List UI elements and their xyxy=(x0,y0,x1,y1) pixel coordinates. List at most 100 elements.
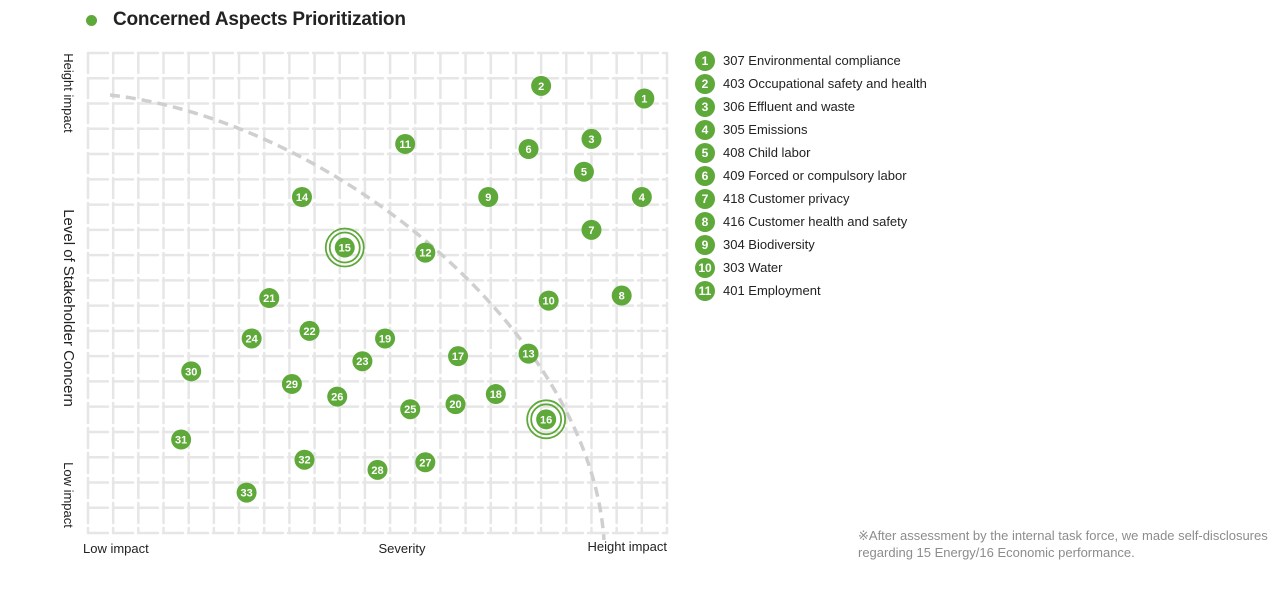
legend-number-badge: 4 xyxy=(695,119,715,140)
point-marker xyxy=(634,88,655,109)
point-label: 10 xyxy=(543,296,555,308)
point-label: 14 xyxy=(296,192,309,204)
y-tick-high: Height impact xyxy=(61,53,76,133)
data-point-14: 14 xyxy=(291,187,312,207)
point-label: 17 xyxy=(452,351,464,363)
point-marker xyxy=(294,449,315,470)
point-marker xyxy=(334,237,355,258)
data-point-26: 26 xyxy=(327,386,348,407)
legend-number-badge: 2 xyxy=(695,73,715,94)
point-marker xyxy=(478,187,499,207)
point-label: 4 xyxy=(639,192,646,204)
prioritization-matrix: Low impact Severity Height impact Height… xyxy=(60,51,669,556)
chart-title: Concerned Aspects Prioritization xyxy=(113,9,406,30)
point-marker xyxy=(259,288,280,309)
point-marker xyxy=(445,394,466,415)
point-marker xyxy=(538,290,559,311)
data-point-11: 11 xyxy=(395,133,416,154)
legend-number-badge: 8 xyxy=(695,211,715,232)
legend-item: 3 306 Effluent and waste xyxy=(695,95,927,118)
data-point-21: 21 xyxy=(259,288,280,309)
data-point-12: 12 xyxy=(415,242,436,263)
legend-item: 7 418 Customer privacy xyxy=(695,187,927,210)
point-label: 1 xyxy=(641,93,647,105)
highlight-ring xyxy=(530,403,563,436)
data-point-27: 27 xyxy=(415,452,436,473)
point-marker xyxy=(400,399,421,420)
legend-label: 418 Customer privacy xyxy=(723,191,850,206)
legend-item: 10 303 Water xyxy=(695,256,927,279)
point-label: 31 xyxy=(175,435,187,447)
title-row: Concerned Aspects Prioritization xyxy=(86,9,406,31)
point-label: 6 xyxy=(525,144,531,156)
legend-number-badge: 3 xyxy=(695,96,715,117)
data-point-1: 1 xyxy=(634,88,655,109)
legend-label: 403 Occupational safety and health xyxy=(723,76,927,91)
point-label: 16 xyxy=(540,414,552,426)
point-marker xyxy=(236,482,257,503)
point-label: 13 xyxy=(522,349,534,361)
data-point-3: 3 xyxy=(581,128,602,149)
point-label: 18 xyxy=(490,389,502,401)
data-point-24: 24 xyxy=(241,328,262,349)
point-label: 2 xyxy=(538,81,544,93)
point-marker xyxy=(631,187,652,207)
data-point-33: 33 xyxy=(236,482,257,503)
point-marker xyxy=(327,386,348,407)
point-label: 15 xyxy=(339,243,351,255)
point-marker xyxy=(485,384,506,405)
data-point-30: 30 xyxy=(181,361,202,382)
data-point-23: 23 xyxy=(352,351,373,372)
point-marker xyxy=(448,346,469,367)
point-label: 26 xyxy=(331,392,343,404)
data-point-18: 18 xyxy=(485,384,506,405)
legend-label: 401 Employment xyxy=(723,283,821,298)
legend-item: 5 408 Child labor xyxy=(695,141,927,164)
data-point-19: 19 xyxy=(375,328,396,349)
point-marker xyxy=(415,242,436,263)
highlight-ring xyxy=(324,227,365,268)
legend-label: 303 Water xyxy=(723,260,783,275)
point-label: 30 xyxy=(185,366,197,378)
point-label: 25 xyxy=(404,404,416,416)
point-marker xyxy=(581,128,602,149)
data-point-17: 17 xyxy=(448,346,469,367)
data-point-9: 9 xyxy=(478,187,499,207)
threshold-curve xyxy=(109,93,606,541)
point-marker xyxy=(536,409,557,430)
point-marker xyxy=(395,133,416,154)
data-point-22: 22 xyxy=(299,320,320,341)
data-point-28: 28 xyxy=(367,459,388,480)
data-point-31: 31 xyxy=(171,429,192,450)
legend-number-badge: 5 xyxy=(695,142,715,163)
point-marker xyxy=(181,361,202,382)
y-tick-low: Low impact xyxy=(61,462,76,528)
legend-label: 305 Emissions xyxy=(723,122,808,137)
data-point-15: 15 xyxy=(324,227,365,268)
x-axis-label: Severity xyxy=(379,541,426,556)
legend-item: 9 304 Biodiversity xyxy=(695,233,927,256)
point-marker xyxy=(241,328,262,349)
data-point-16: 16 xyxy=(526,399,567,440)
x-tick-low: Low impact xyxy=(83,541,149,556)
point-label: 9 xyxy=(485,192,491,204)
point-marker xyxy=(573,161,594,182)
x-tick-high: Height impact xyxy=(588,539,668,554)
point-marker xyxy=(415,452,436,473)
point-marker xyxy=(171,429,192,450)
point-marker xyxy=(367,459,388,480)
point-label: 21 xyxy=(263,293,275,305)
point-marker xyxy=(299,320,320,341)
legend-number-badge: 10 xyxy=(695,257,715,278)
legend-label: 307 Environmental compliance xyxy=(723,53,901,68)
highlight-ring xyxy=(328,231,361,264)
legend-label: 304 Biodiversity xyxy=(723,237,815,252)
legend-label: 306 Effluent and waste xyxy=(723,99,856,114)
point-marker xyxy=(375,328,396,349)
point-label: 7 xyxy=(588,225,594,237)
legend-label: 409 Forced or compulsory labor xyxy=(723,168,907,183)
footnote: ※After assessment by the internal task f… xyxy=(858,528,1268,560)
legend-number-badge: 9 xyxy=(695,234,715,255)
point-label: 22 xyxy=(303,326,315,338)
data-point-7: 7 xyxy=(581,219,602,240)
